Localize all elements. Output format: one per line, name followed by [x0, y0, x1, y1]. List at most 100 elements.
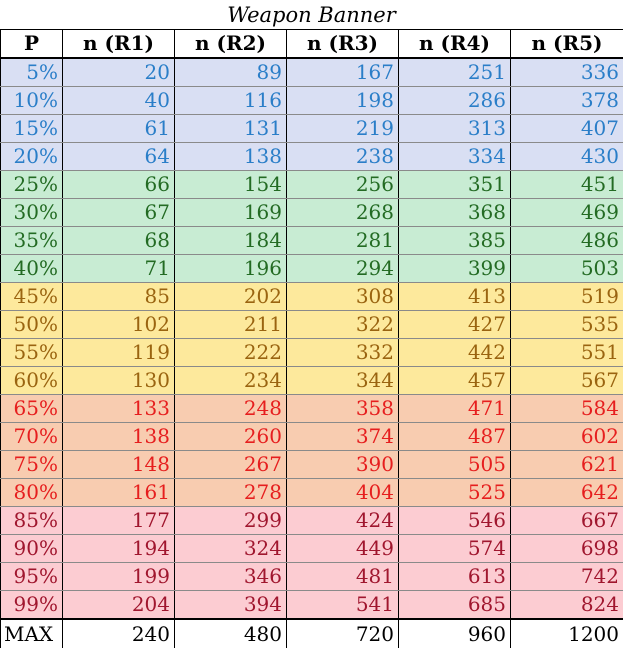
- value-cell-r1: 66: [63, 171, 175, 199]
- value-cell-r5: 551: [511, 339, 623, 367]
- value-cell-r3: 294: [287, 255, 399, 283]
- value-cell-r5: 535: [511, 311, 623, 339]
- value-cell-r1: 204: [63, 591, 175, 620]
- value-cell-r4: 487: [399, 423, 511, 451]
- value-cell-r3: 308: [287, 283, 399, 311]
- header-cell-r4: n (R4): [399, 30, 511, 59]
- value-cell-r1: 71: [63, 255, 175, 283]
- percent-cell: 85%: [1, 507, 63, 535]
- max-cell-r3: 720: [287, 619, 399, 648]
- value-cell-r3: 358: [287, 395, 399, 423]
- value-cell-r2: 138: [175, 143, 287, 171]
- value-cell-r4: 574: [399, 535, 511, 563]
- value-cell-r1: 119: [63, 339, 175, 367]
- percent-cell: 5%: [1, 58, 63, 87]
- value-cell-r4: 368: [399, 199, 511, 227]
- value-cell-r1: 61: [63, 115, 175, 143]
- value-cell-r5: 621: [511, 451, 623, 479]
- header-cell-r3: n (R3): [287, 30, 399, 59]
- header-cell-r5: n (R5): [511, 30, 623, 59]
- value-cell-r3: 322: [287, 311, 399, 339]
- max-cell-r2: 480: [175, 619, 287, 648]
- max-cell-r4: 960: [399, 619, 511, 648]
- percent-cell: 75%: [1, 451, 63, 479]
- value-cell-r2: 154: [175, 171, 287, 199]
- value-cell-r5: 430: [511, 143, 623, 171]
- value-cell-r5: 602: [511, 423, 623, 451]
- table-title: Weapon Banner: [0, 0, 623, 28]
- value-cell-r2: 394: [175, 591, 287, 620]
- value-cell-r2: 260: [175, 423, 287, 451]
- value-cell-r2: 222: [175, 339, 287, 367]
- value-cell-r5: 824: [511, 591, 623, 620]
- value-cell-r1: 85: [63, 283, 175, 311]
- value-cell-r1: 20: [63, 58, 175, 87]
- value-cell-r1: 199: [63, 563, 175, 591]
- value-cell-r1: 130: [63, 367, 175, 395]
- percent-cell: 90%: [1, 535, 63, 563]
- value-cell-r5: 469: [511, 199, 623, 227]
- value-cell-r2: 299: [175, 507, 287, 535]
- value-cell-r5: 519: [511, 283, 623, 311]
- value-cell-r5: 503: [511, 255, 623, 283]
- percent-cell: 30%: [1, 199, 63, 227]
- percent-cell: 55%: [1, 339, 63, 367]
- percent-cell: 35%: [1, 227, 63, 255]
- value-cell-r1: 40: [63, 87, 175, 115]
- value-cell-r3: 219: [287, 115, 399, 143]
- value-cell-r5: 486: [511, 227, 623, 255]
- value-cell-r3: 374: [287, 423, 399, 451]
- percent-cell: 60%: [1, 367, 63, 395]
- percent-cell: 25%: [1, 171, 63, 199]
- value-cell-r3: 256: [287, 171, 399, 199]
- value-cell-r2: 346: [175, 563, 287, 591]
- value-cell-r3: 167: [287, 58, 399, 87]
- value-cell-r4: 427: [399, 311, 511, 339]
- value-cell-r1: 148: [63, 451, 175, 479]
- value-cell-r2: 116: [175, 87, 287, 115]
- value-cell-r3: 344: [287, 367, 399, 395]
- header-cell-r1: n (R1): [63, 30, 175, 59]
- value-cell-r4: 442: [399, 339, 511, 367]
- value-cell-r4: 685: [399, 591, 511, 620]
- value-cell-r2: 267: [175, 451, 287, 479]
- max-label: MAX: [1, 619, 63, 648]
- value-cell-r4: 286: [399, 87, 511, 115]
- value-cell-r1: 133: [63, 395, 175, 423]
- percent-cell: 10%: [1, 87, 63, 115]
- value-cell-r4: 413: [399, 283, 511, 311]
- value-cell-r1: 67: [63, 199, 175, 227]
- max-cell-r5: 1200: [511, 619, 623, 648]
- value-cell-r3: 281: [287, 227, 399, 255]
- value-cell-r5: 584: [511, 395, 623, 423]
- value-cell-r3: 198: [287, 87, 399, 115]
- value-cell-r4: 313: [399, 115, 511, 143]
- value-cell-r1: 64: [63, 143, 175, 171]
- value-cell-r1: 194: [63, 535, 175, 563]
- percent-cell: 20%: [1, 143, 63, 171]
- value-cell-r2: 211: [175, 311, 287, 339]
- value-cell-r2: 234: [175, 367, 287, 395]
- value-cell-r2: 131: [175, 115, 287, 143]
- value-cell-r4: 334: [399, 143, 511, 171]
- percent-cell: 45%: [1, 283, 63, 311]
- value-cell-r3: 481: [287, 563, 399, 591]
- percent-cell: 40%: [1, 255, 63, 283]
- value-cell-r2: 184: [175, 227, 287, 255]
- percent-cell: 50%: [1, 311, 63, 339]
- value-cell-r1: 68: [63, 227, 175, 255]
- value-cell-r1: 161: [63, 479, 175, 507]
